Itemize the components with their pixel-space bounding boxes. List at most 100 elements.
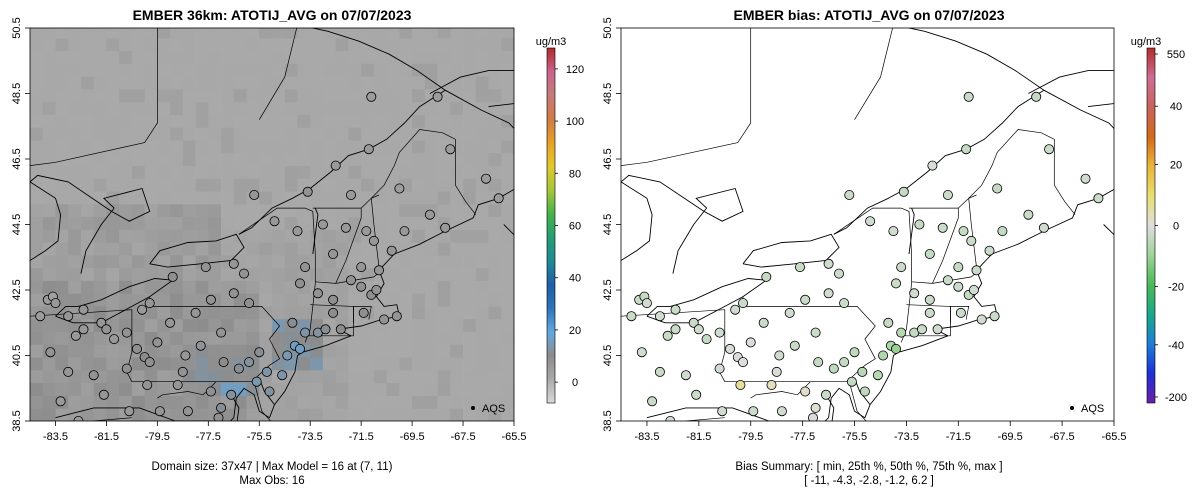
grid-cell xyxy=(297,408,311,421)
bias-station-marker xyxy=(846,376,857,387)
grid-cell xyxy=(450,357,464,371)
grid-cell xyxy=(335,408,349,421)
grid-cell xyxy=(310,255,324,269)
x-tick-label: -73.5 xyxy=(894,431,919,443)
grid-cell xyxy=(284,101,298,115)
grid-cell xyxy=(233,63,247,77)
grid-cell xyxy=(131,114,145,128)
grid-cell xyxy=(144,203,158,218)
grid-cell xyxy=(488,318,502,332)
grid-cell xyxy=(170,229,184,243)
aqs-station-marker xyxy=(264,386,275,397)
grid-cell xyxy=(284,306,298,320)
grid-cell xyxy=(322,267,336,281)
grid-cell xyxy=(170,63,184,77)
bias-station-marker xyxy=(992,183,1003,194)
grid-cell xyxy=(284,267,298,281)
grid-cell xyxy=(488,280,502,294)
grid-cell xyxy=(119,114,133,128)
aqs-station-marker xyxy=(70,330,81,341)
grid-cell xyxy=(195,369,209,384)
grid-cell xyxy=(93,306,107,320)
bias-station-marker xyxy=(789,340,800,351)
grid-cell xyxy=(170,280,184,294)
grid-cell xyxy=(501,255,514,269)
grid-cell xyxy=(208,101,222,115)
grid-cell xyxy=(68,127,82,141)
bias-station-marker xyxy=(745,337,756,348)
grid-cell xyxy=(170,88,184,103)
grid-cell xyxy=(450,152,464,166)
aqs-station-marker xyxy=(229,423,238,432)
grid-cell xyxy=(259,280,273,294)
grid-cell xyxy=(322,229,336,243)
grid-cell xyxy=(348,395,362,409)
grid-cell xyxy=(463,178,477,192)
bias-station-marker xyxy=(1044,144,1055,155)
grid-cell xyxy=(335,395,349,409)
grid-cell xyxy=(119,50,133,64)
lake-huron-shore xyxy=(30,174,151,274)
grid-cell xyxy=(131,140,145,154)
grid-cell xyxy=(373,216,387,230)
grid-cell xyxy=(475,395,489,409)
grid-cell xyxy=(208,140,222,154)
grid-cell xyxy=(208,50,222,64)
grid-cell xyxy=(144,242,158,256)
grid-cell xyxy=(348,152,362,166)
grid-cell xyxy=(55,344,69,358)
grid-cell xyxy=(182,216,196,230)
grid-cell xyxy=(310,229,324,243)
grid-cell xyxy=(488,63,502,77)
grid-cell xyxy=(463,152,477,166)
grid-cell xyxy=(30,88,44,103)
grid-cell xyxy=(106,242,120,256)
grid-cell xyxy=(310,369,324,384)
grid-cell xyxy=(475,152,489,166)
grid-cell xyxy=(170,293,184,307)
grid-cell xyxy=(475,114,489,128)
aqs-station-marker xyxy=(335,324,346,335)
grid-cell xyxy=(412,357,426,371)
chesapeake-bay xyxy=(230,394,240,421)
grid-cell xyxy=(437,306,451,320)
aqs-station-marker xyxy=(287,317,298,328)
grid-cell xyxy=(195,37,209,51)
grid-cell xyxy=(412,318,426,332)
grid-cell xyxy=(233,382,247,396)
grid-cell xyxy=(182,203,196,218)
grid-cell xyxy=(246,242,260,256)
grid-cell xyxy=(475,408,489,421)
grid-cell xyxy=(144,178,158,192)
grid-cell xyxy=(208,306,222,320)
grid-cell xyxy=(361,152,375,166)
grid-cell xyxy=(335,127,349,141)
grid-cell xyxy=(157,101,171,115)
grid-cell xyxy=(310,101,324,115)
bias-colorbar-unit: ug/m3 xyxy=(1131,36,1162,48)
bias-station-marker xyxy=(937,222,948,233)
grid-cell xyxy=(297,28,311,39)
grid-cell xyxy=(80,357,94,371)
lake-champlain xyxy=(312,207,319,255)
grid-cell xyxy=(412,203,426,218)
grid-cell xyxy=(131,127,145,141)
grid-cell xyxy=(373,369,387,384)
grid-cell xyxy=(106,191,120,205)
grid-cell xyxy=(93,255,107,269)
grid-cell xyxy=(399,395,413,409)
grid-cell xyxy=(195,242,209,256)
grid-cell xyxy=(106,357,120,371)
grid-cell xyxy=(272,280,286,294)
grid-cell xyxy=(463,395,477,409)
grid-cell xyxy=(131,63,145,77)
grid-cell xyxy=(195,293,209,307)
grid-cell xyxy=(348,165,362,179)
x-tick-label: -65.5 xyxy=(501,431,526,443)
grid-cell xyxy=(42,127,56,141)
grid-cell xyxy=(399,344,413,358)
grid-cell xyxy=(144,101,158,115)
aqs-station-marker xyxy=(144,298,155,309)
grid-cell xyxy=(297,152,311,166)
grid-cell xyxy=(144,306,158,320)
